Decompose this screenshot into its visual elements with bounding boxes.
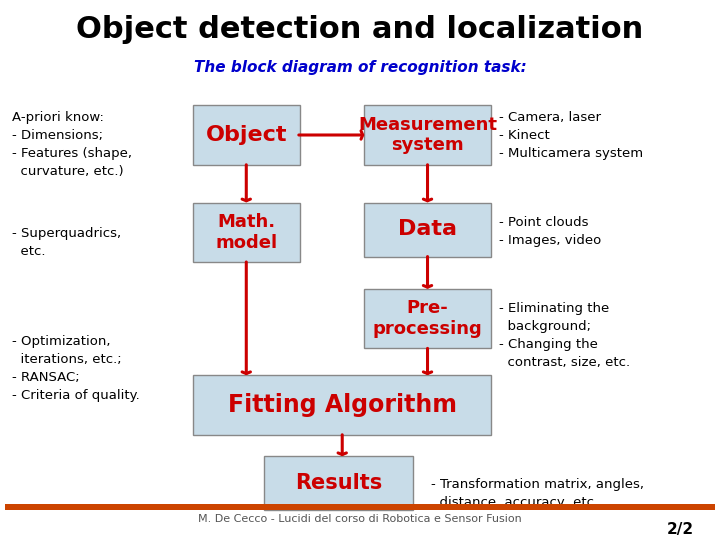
FancyBboxPatch shape: [364, 289, 492, 348]
Bar: [4, 504, 716, 510]
Text: - Transformation matrix, angles,
  distance, accuracy, etc.: - Transformation matrix, angles, distanc…: [431, 478, 644, 509]
FancyBboxPatch shape: [193, 375, 492, 435]
FancyBboxPatch shape: [193, 202, 300, 262]
Text: - Point clouds
- Images, video: - Point clouds - Images, video: [498, 216, 601, 247]
FancyBboxPatch shape: [193, 105, 300, 165]
Text: Fitting Algorithm: Fitting Algorithm: [228, 393, 456, 417]
Text: Data: Data: [398, 219, 457, 240]
Text: - Eliminating the
  background;
- Changing the
  contrast, size, etc.: - Eliminating the background; - Changing…: [498, 302, 630, 369]
FancyBboxPatch shape: [364, 202, 492, 256]
Text: Object: Object: [205, 125, 287, 145]
Text: - Optimization,
  iterations, etc.;
- RANSAC;
- Criteria of quality.: - Optimization, iterations, etc.; - RANS…: [12, 335, 140, 402]
Text: M. De Cecco - Lucidi del corso di Robotica e Sensor Fusion: M. De Cecco - Lucidi del corso di Roboti…: [198, 514, 522, 524]
FancyBboxPatch shape: [364, 105, 492, 165]
Text: - Camera, laser
- Kinect
- Multicamera system: - Camera, laser - Kinect - Multicamera s…: [498, 111, 643, 160]
Text: - Superquadrics,
  etc.: - Superquadrics, etc.: [12, 227, 121, 258]
Text: The block diagram of recognition task:: The block diagram of recognition task:: [194, 60, 526, 75]
Text: 2/2: 2/2: [667, 522, 694, 537]
Text: Measurement
system: Measurement system: [358, 116, 497, 154]
Text: Results: Results: [295, 473, 382, 494]
Text: A-priori know:
- Dimensions;
- Features (shape,
  curvature, etc.): A-priori know: - Dimensions; - Features …: [12, 111, 132, 178]
FancyBboxPatch shape: [264, 456, 413, 510]
Text: Math.
model: Math. model: [215, 213, 277, 252]
Text: Object detection and localization: Object detection and localization: [76, 15, 644, 44]
Text: Pre-
processing: Pre- processing: [373, 299, 482, 338]
